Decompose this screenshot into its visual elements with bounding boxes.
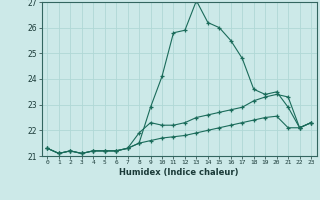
- X-axis label: Humidex (Indice chaleur): Humidex (Indice chaleur): [119, 168, 239, 177]
